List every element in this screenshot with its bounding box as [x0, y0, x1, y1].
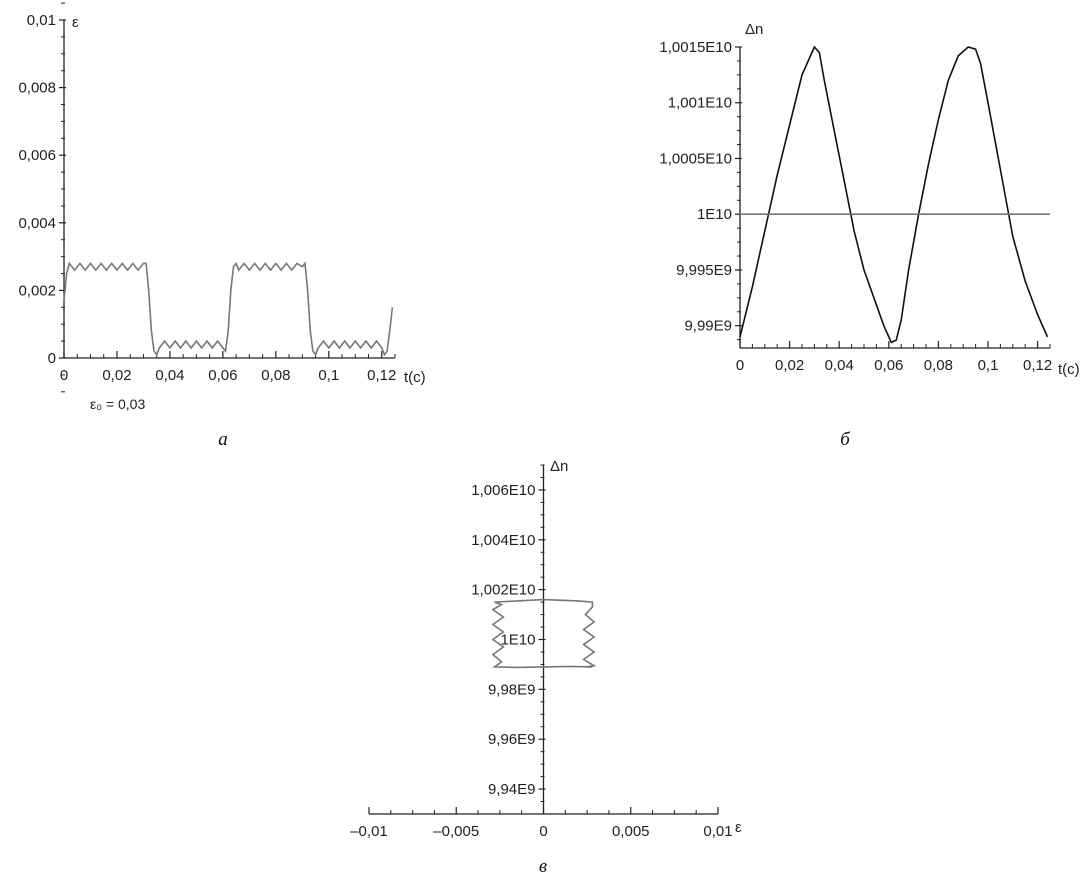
- x-tick-label: 0,1: [978, 357, 999, 374]
- x-tick-label: 0,04: [825, 357, 854, 374]
- chart-c-caption: в: [539, 856, 547, 877]
- y-tick-label: 1E10: [500, 632, 535, 649]
- y-tick-label: 9,98E9: [488, 681, 536, 698]
- chart-c-series-loop: [491, 598, 597, 669]
- y-tick-label: 1,0005E10: [659, 150, 732, 167]
- chart-b-x-label: t(c): [1058, 361, 1080, 378]
- x-tick-label: 0: [60, 367, 68, 384]
- chart-b-dn-vs-time: 0 0,02 0,04 0,06 0,08 0,1 0,12 9,99E9 9,995E9 1E1…: [659, 21, 1079, 450]
- chart-a-note: ε₀ = 0,03: [90, 396, 145, 412]
- x-tick-label: 0: [736, 357, 744, 374]
- chart-a-series-line: [63, 261, 394, 357]
- y-tick-label: 9,995E9: [676, 262, 732, 279]
- x-tick-label: 0,12: [367, 367, 396, 384]
- y-tick-label: 0,006: [18, 147, 56, 164]
- y-tick-label: 0: [48, 350, 56, 367]
- y-tick-label: 1,0015E10: [659, 39, 732, 56]
- y-tick-label: 1,001E10: [668, 95, 732, 112]
- x-tick-label: 0,04: [155, 367, 184, 384]
- chart-b-caption: б: [840, 429, 851, 450]
- chart-a-ticks: [59, 2, 396, 393]
- y-tick-label: 0,002: [18, 282, 56, 299]
- chart-c-phase-portrait: –0,01 –0,005 0 0,005 0,01 9,94E9 9,96E9 9,98E9 1…: [350, 458, 742, 877]
- x-tick-label: 0,08: [261, 367, 290, 384]
- y-tick-label: 9,94E9: [488, 781, 536, 798]
- x-tick-label: 0,08: [924, 357, 953, 374]
- y-tick-label: 0,01: [27, 12, 56, 29]
- x-tick-label: 0,01: [703, 823, 732, 840]
- chart-b-ticks: [735, 46, 1051, 348]
- chart-a-epsilon-vs-time: 0 0,02 0,04 0,06 0,08 0,1 0,12 0 0,002 0,004 0,006…: [18, 2, 426, 450]
- y-tick-label: 1E10: [697, 206, 732, 223]
- x-tick-label: 0,005: [612, 823, 650, 840]
- y-tick-label: 9,99E9: [684, 318, 732, 335]
- x-tick-label: 0,1: [318, 367, 339, 384]
- x-tick-label: 0,02: [102, 367, 131, 384]
- chart-a-tick-labels: 0 0,02 0,04 0,06 0,08 0,1 0,12 0 0,002 0,004 0,006…: [18, 12, 396, 384]
- chart-b-tick-labels: 0 0,02 0,04 0,06 0,08 0,1 0,12 9,99E9 9,995E9 1E1…: [659, 39, 1052, 374]
- x-tick-label: 0: [539, 823, 547, 840]
- chart-a-caption: а: [218, 429, 228, 450]
- x-tick-label: 0,06: [874, 357, 903, 374]
- x-tick-label: 0,06: [208, 367, 237, 384]
- chart-c-y-label: Δn: [550, 458, 568, 475]
- y-tick-label: 1,004E10: [471, 532, 535, 549]
- chart-b-series: [739, 45, 1050, 344]
- y-tick-label: 0,008: [18, 80, 56, 97]
- x-tick-label: 0,02: [775, 357, 804, 374]
- y-tick-label: 9,96E9: [488, 731, 536, 748]
- y-tick-label: 0,004: [18, 215, 56, 232]
- x-tick-label: –0,01: [350, 823, 388, 840]
- y-tick-label: 1,002E10: [471, 582, 535, 599]
- x-tick-label: 0,12: [1023, 357, 1052, 374]
- chart-b-series-oscillation: [739, 45, 1049, 344]
- chart-c-tick-labels: –0,01 –0,005 0 0,005 0,01 9,94E9 9,96E9 9,98E9 1…: [350, 482, 732, 840]
- chart-a-y-label: ε: [72, 14, 79, 31]
- x-tick-label: –0,005: [433, 823, 479, 840]
- chart-b-y-label: Δn: [745, 21, 763, 38]
- chart-c-x-label: ε: [735, 819, 742, 836]
- y-tick-label: 1,006E10: [471, 482, 535, 499]
- chart-a-x-label: t(c): [404, 369, 426, 386]
